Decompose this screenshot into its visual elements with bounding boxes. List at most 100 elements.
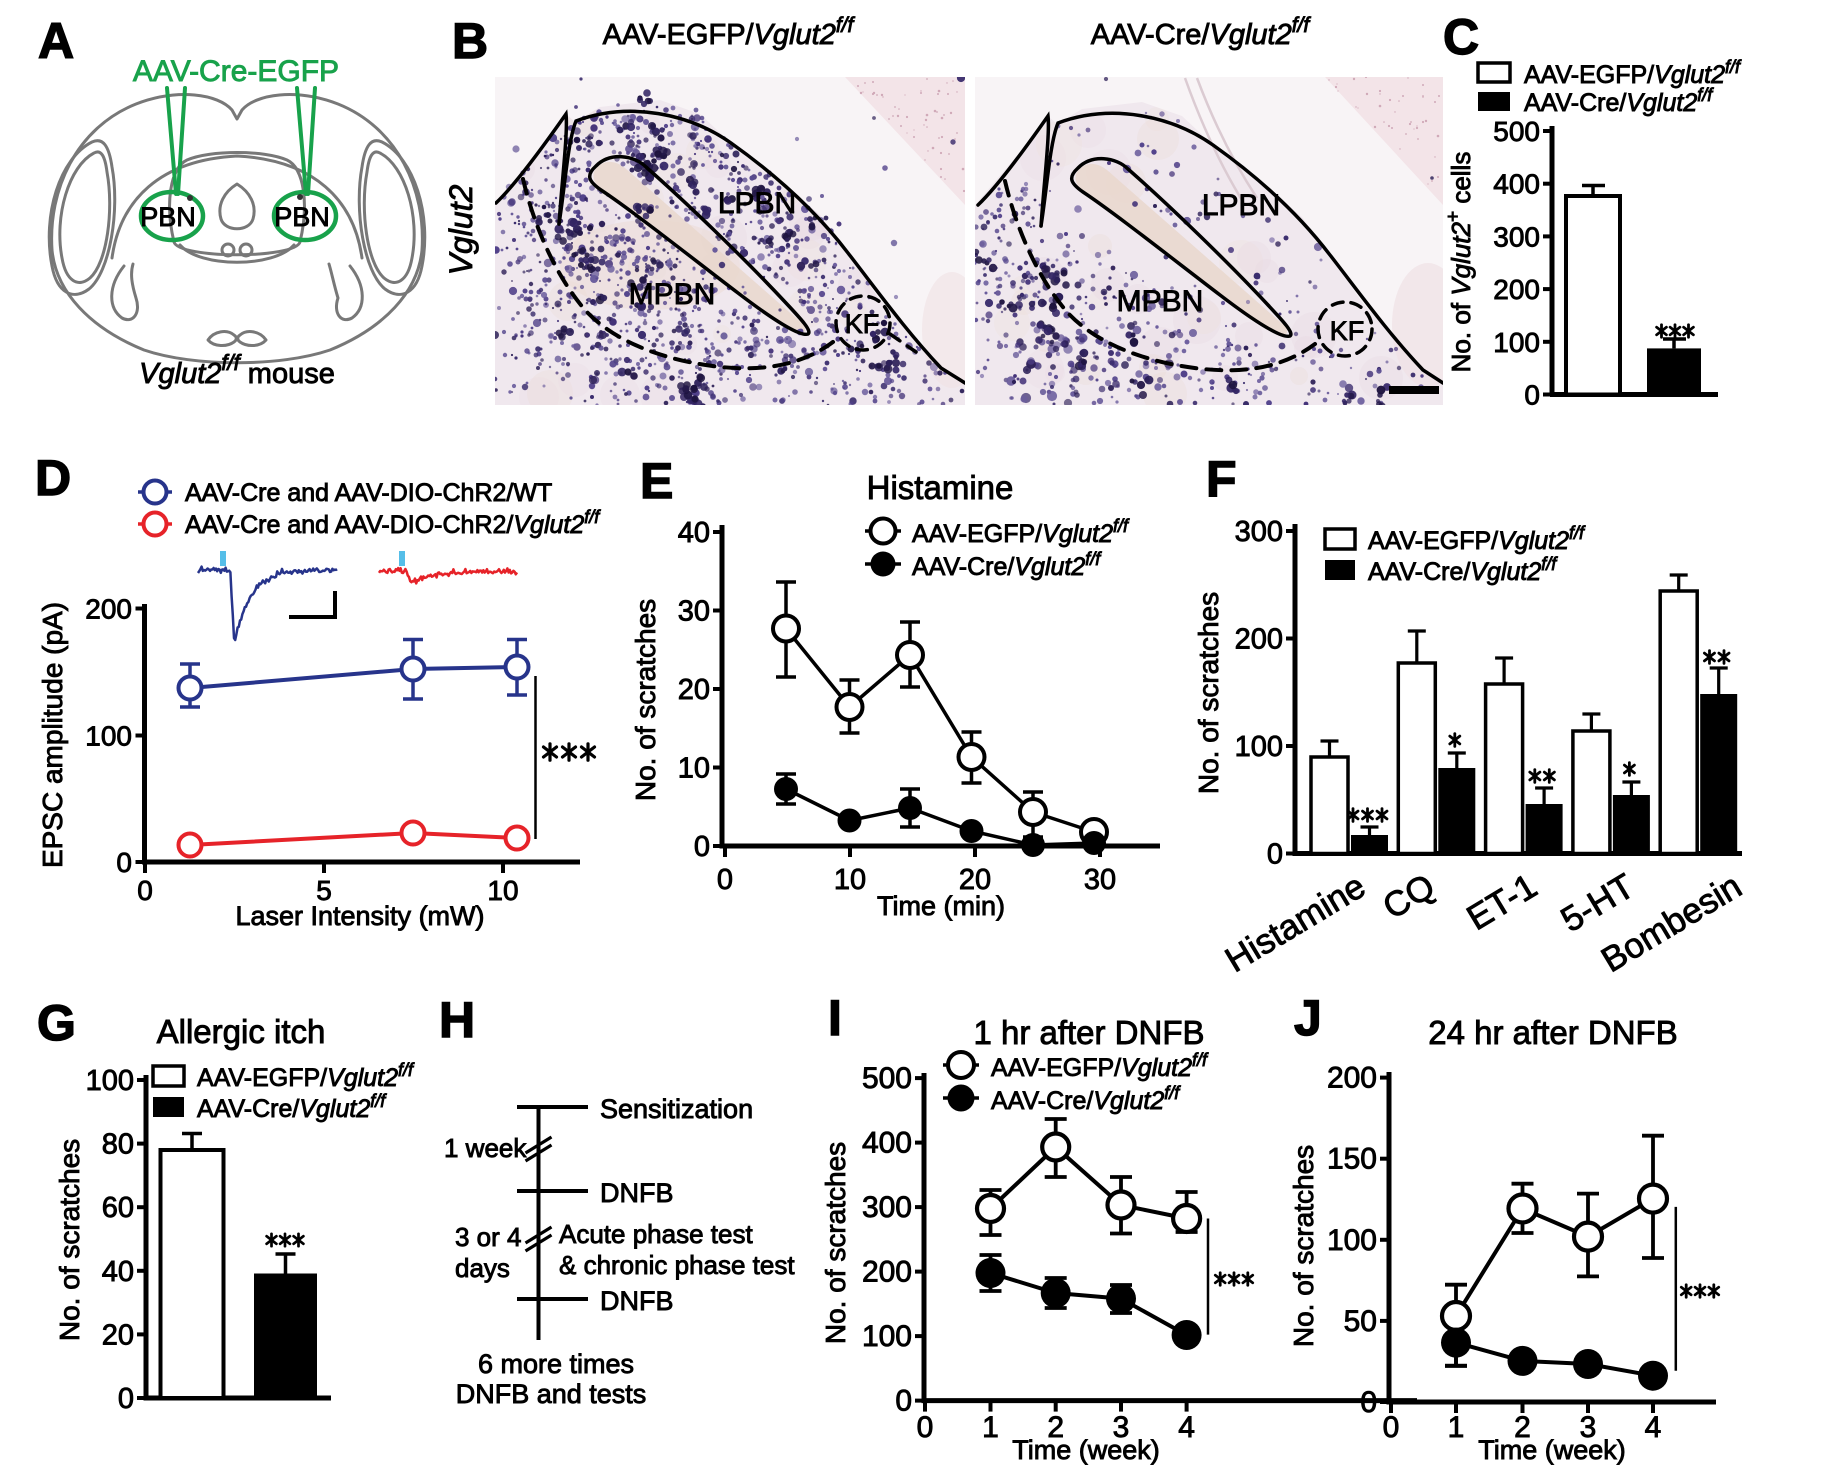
svg-text:2: 2 [1514,1411,1531,1444]
svg-text:10: 10 [834,864,866,896]
svg-text:I: I [828,990,842,1046]
svg-text:0: 0 [694,831,710,863]
svg-text:C: C [1443,9,1479,65]
svg-text:H: H [439,992,475,1048]
svg-text:3 or 4: 3 or 4 [455,1222,522,1252]
svg-text:Acute phase test: Acute phase test [559,1219,753,1249]
svg-text:0: 0 [1383,1411,1400,1444]
svg-text:Histamine: Histamine [867,469,1014,506]
svg-text:D: D [35,450,71,506]
svg-text:0: 0 [137,875,153,906]
svg-text:1: 1 [982,1411,999,1444]
svg-text:20: 20 [678,674,710,706]
svg-text:100: 100 [862,1320,912,1353]
svg-text:EPSC amplitude (pA): EPSC amplitude (pA) [37,602,68,868]
svg-text:20: 20 [102,1319,134,1351]
svg-text:AAV-EGFP/Vglut2f/f: AAV-EGFP/Vglut2f/f [1368,523,1586,555]
svg-text:0: 0 [917,1411,934,1444]
svg-text:3: 3 [1580,1411,1597,1444]
svg-text:Vglut2f/f mouse: Vglut2f/f mouse [139,350,335,390]
svg-text:J: J [1294,990,1322,1046]
svg-text:& chronic phase test: & chronic phase test [559,1250,795,1280]
svg-text:0: 0 [895,1385,912,1418]
svg-text:400: 400 [862,1127,912,1160]
svg-text:AAV-Cre/Vglut2f/f: AAV-Cre/Vglut2f/f [912,549,1102,581]
svg-text:No. of scratches: No. of scratches [54,1139,85,1341]
svg-text:2: 2 [1047,1411,1064,1444]
svg-text:100: 100 [1235,731,1283,763]
svg-text:300: 300 [1235,516,1283,548]
svg-text:MPBN: MPBN [629,278,716,311]
svg-text:500: 500 [1493,116,1540,147]
svg-text:No. of scratches: No. of scratches [1193,592,1224,794]
svg-text:No. of scratches: No. of scratches [1288,1145,1319,1347]
svg-text:AAV-Cre/Vglut2f/f: AAV-Cre/Vglut2f/f [991,1083,1181,1115]
svg-text:A: A [38,13,74,69]
svg-text:B: B [452,13,488,69]
svg-text:0: 0 [717,864,733,896]
svg-text:400: 400 [1493,169,1540,200]
svg-text:300: 300 [1493,221,1540,252]
svg-text:AAV-EGFP/Vglut2f/f: AAV-EGFP/Vglut2f/f [1524,57,1742,89]
svg-text:PBN: PBN [140,202,196,232]
svg-text:Time (week): Time (week) [1012,1435,1160,1465]
svg-text:AAV-Cre/Vglut2f/f: AAV-Cre/Vglut2f/f [1091,14,1312,51]
svg-text:0: 0 [1360,1386,1377,1419]
svg-text:AAV-EGFP/Vglut2f/f: AAV-EGFP/Vglut2f/f [197,1060,415,1092]
svg-text:300: 300 [862,1191,912,1224]
svg-text:AAV-EGFP/Vglut2f/f: AAV-EGFP/Vglut2f/f [991,1050,1209,1082]
svg-text:1: 1 [1448,1411,1465,1444]
svg-text:30: 30 [1084,864,1116,896]
svg-text:150: 150 [1327,1143,1377,1176]
svg-text:100: 100 [1493,327,1540,358]
svg-text:E: E [640,453,673,509]
svg-text:No. of scratches: No. of scratches [820,1142,851,1344]
svg-text:No. of Vglut2+ cells: No. of Vglut2+ cells [1443,152,1476,373]
svg-text:200: 200 [1327,1062,1377,1095]
svg-text:1 hr after DNFB: 1 hr after DNFB [973,1014,1204,1051]
svg-text:AAV-EGFP/Vglut2f/f: AAV-EGFP/Vglut2f/f [603,14,856,51]
svg-text:Vglut2: Vglut2 [443,184,479,275]
svg-text:AAV-Cre-EGFP: AAV-Cre-EGFP [133,55,339,88]
svg-text:Time (min): Time (min) [877,891,1005,921]
svg-text:Sensitization: Sensitization [600,1094,753,1124]
svg-text:30: 30 [678,596,710,628]
svg-text:10: 10 [678,753,710,785]
svg-text:PBN: PBN [274,202,330,232]
svg-text:4: 4 [1178,1411,1195,1444]
svg-text:100: 100 [1327,1224,1377,1257]
svg-text:0: 0 [116,847,132,878]
svg-text:KF: KF [1330,316,1365,346]
svg-text:No. of scratches: No. of scratches [630,599,661,801]
svg-text:G: G [37,995,76,1051]
svg-text:0: 0 [1524,380,1540,411]
svg-text:AAV-Cre/Vglut2f/f: AAV-Cre/Vglut2f/f [1368,554,1558,586]
svg-text:5: 5 [316,875,332,906]
svg-text:200: 200 [85,594,132,625]
svg-text:3: 3 [1113,1411,1130,1444]
svg-text:AAV-Cre and AAV-DIO-ChR2/Vglut: AAV-Cre and AAV-DIO-ChR2/Vglut2f/f [185,507,601,539]
svg-text:1 week: 1 week [444,1133,527,1163]
svg-text:40: 40 [102,1256,134,1288]
svg-text:DNFB: DNFB [600,1286,674,1316]
svg-text:0: 0 [118,1383,134,1415]
svg-text:F: F [1206,451,1237,507]
svg-text:100: 100 [86,1065,134,1097]
svg-text:200: 200 [1493,274,1540,305]
svg-text:200: 200 [1235,624,1283,656]
svg-text:DNFB and tests: DNFB and tests [456,1379,647,1409]
svg-text:KF: KF [845,309,880,339]
svg-text:AAV-Cre/Vglut2f/f: AAV-Cre/Vglut2f/f [1524,85,1714,117]
svg-text:60: 60 [102,1192,134,1224]
svg-text:4: 4 [1645,1411,1662,1444]
svg-text:AAV-Cre/Vglut2f/f: AAV-Cre/Vglut2f/f [197,1091,387,1123]
svg-text:AAV-Cre and AAV-DIO-ChR2/WT: AAV-Cre and AAV-DIO-ChR2/WT [185,479,552,507]
svg-text:80: 80 [102,1129,134,1161]
svg-text:6 more times: 6 more times [478,1349,634,1379]
svg-text:Time (week): Time (week) [1478,1435,1626,1465]
svg-text:24 hr after DNFB: 24 hr after DNFB [1428,1014,1677,1051]
svg-text:10: 10 [487,875,518,906]
svg-text:MPBN: MPBN [1117,285,1204,318]
svg-text:20: 20 [959,864,991,896]
svg-text:0: 0 [1267,839,1283,871]
